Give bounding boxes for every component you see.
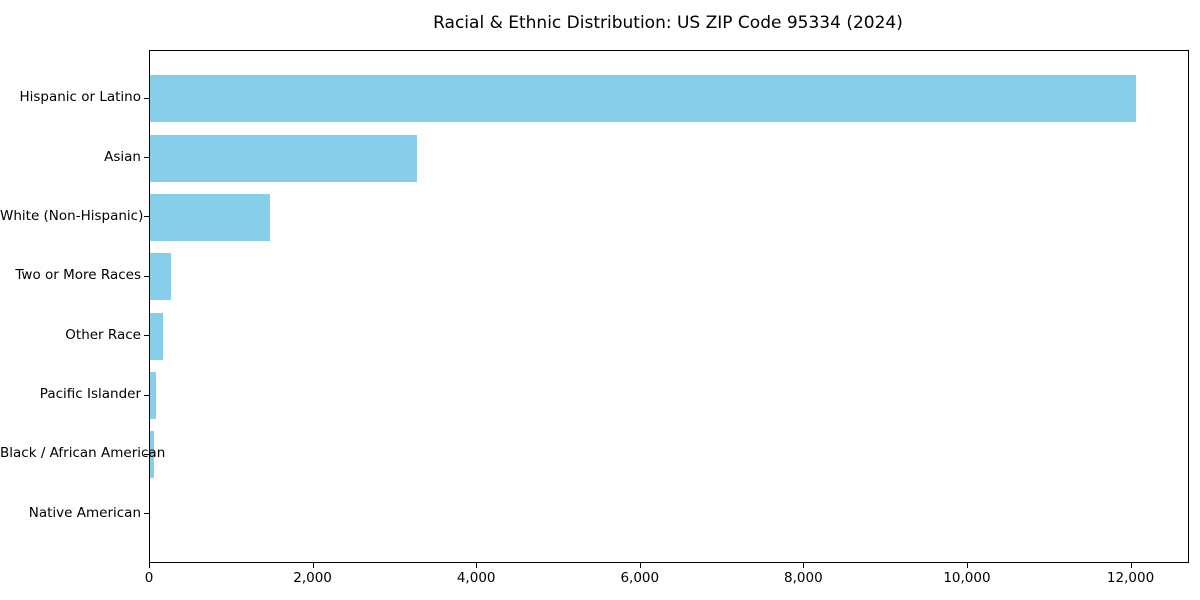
x-tick-mark: [803, 563, 804, 568]
x-tick-label: 2,000: [293, 570, 332, 586]
x-tick-mark: [149, 563, 150, 568]
x-tick-label: 10,000: [943, 570, 991, 586]
x-tick-mark: [313, 563, 314, 568]
y-tick-mark: [144, 513, 149, 514]
x-tick-label: 12,000: [1106, 570, 1155, 586]
x-tick-label: 8,000: [784, 570, 823, 586]
plot-area: [149, 50, 1189, 563]
bar-pacific-islander: [150, 372, 156, 420]
x-tick-label: 4,000: [456, 570, 496, 586]
y-axis-label: Other Race: [65, 326, 141, 343]
y-axis-label: Pacific Islander: [39, 386, 141, 403]
y-axis-label: Two or More Races: [15, 267, 141, 284]
y-axis-label: Asian: [104, 148, 141, 165]
y-tick-mark: [144, 454, 149, 455]
y-tick-mark: [144, 335, 149, 336]
x-tick-mark: [967, 563, 968, 568]
bar-hispanic-or-latino: [150, 75, 1136, 123]
bar-asian: [150, 134, 417, 182]
y-axis-label: Black / African American: [0, 445, 166, 462]
y-tick-mark: [144, 276, 149, 277]
y-axis-label: Hispanic or Latino: [19, 89, 141, 106]
x-tick-label: 0: [144, 570, 154, 586]
x-tick-mark: [640, 563, 641, 568]
y-tick-mark: [144, 157, 149, 158]
chart-title: Racial & Ethnic Distribution: US ZIP Cod…: [433, 13, 903, 33]
bar-white-non-hispanic: [150, 193, 271, 241]
y-tick-mark: [144, 395, 149, 396]
x-tick-mark: [1131, 563, 1132, 568]
x-tick-mark: [476, 563, 477, 568]
bar-other-race: [150, 312, 164, 360]
bar-black-african-american: [150, 431, 154, 479]
y-axis-label: Native American: [28, 504, 141, 521]
bar-two-or-more-races: [150, 253, 172, 301]
x-tick-label: 6,000: [620, 570, 660, 586]
y-axis-label: White (Non-Hispanic): [0, 207, 144, 224]
y-tick-mark: [144, 216, 149, 217]
y-tick-mark: [144, 98, 149, 99]
